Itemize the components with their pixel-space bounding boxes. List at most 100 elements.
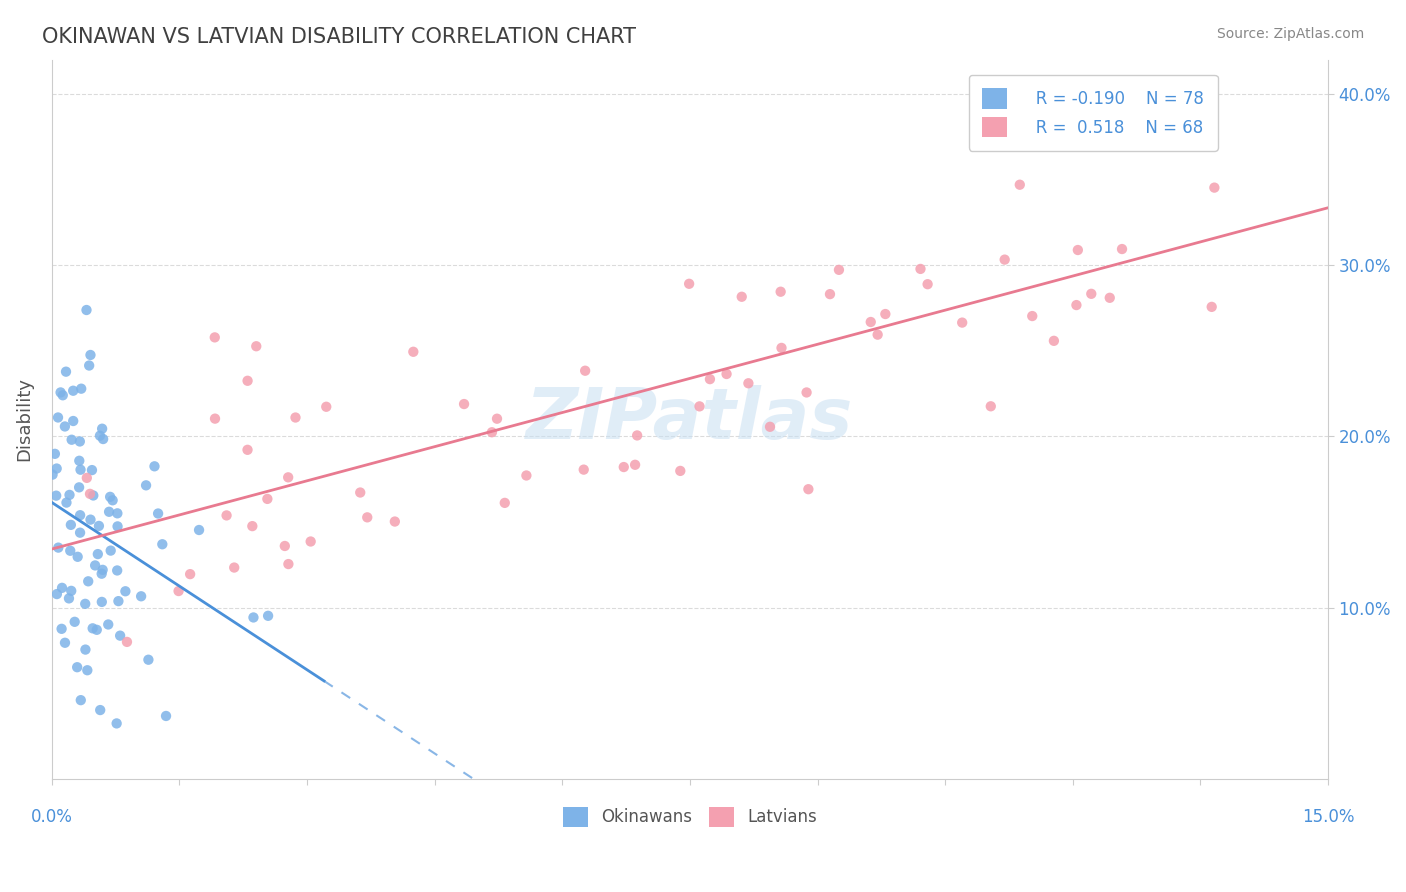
Point (349, 485, 371, 500)
Point (797, 482, 820, 496)
Point (70, 382, 93, 396)
Point (53, 419, 76, 434)
Point (59, 543, 82, 558)
Point (98, 490, 121, 504)
Point (63, 615, 86, 629)
Point (769, 285, 792, 299)
Point (53, 636, 76, 650)
Point (105, 564, 128, 578)
Point (52, 388, 75, 402)
Point (143, 459, 166, 474)
Point (1098, 291, 1121, 305)
Point (910, 261, 932, 276)
Point (875, 307, 897, 321)
Point (1204, 180, 1226, 194)
Point (107, 519, 129, 533)
Point (866, 327, 889, 342)
Text: OKINAWAN VS LATVIAN DISABILITY CORRELATION CHART: OKINAWAN VS LATVIAN DISABILITY CORRELATI… (42, 27, 636, 46)
Point (55, 495, 77, 509)
Point (485, 411, 508, 425)
Point (107, 594, 129, 608)
Point (240, 519, 263, 533)
Point (277, 557, 299, 571)
Point (994, 252, 1017, 267)
Point (236, 442, 259, 457)
Point (66, 549, 89, 564)
Point (204, 411, 226, 425)
Point (1192, 138, 1215, 153)
Text: Source: ZipAtlas.com: Source: ZipAtlas.com (1216, 27, 1364, 41)
Point (76, 303, 98, 318)
Point (515, 468, 537, 483)
Point (274, 539, 297, 553)
Point (716, 367, 738, 381)
Point (167, 584, 190, 599)
Point (49, 385, 72, 400)
Text: 0.0%: 0.0% (31, 807, 73, 826)
Point (115, 635, 138, 649)
Point (45, 587, 67, 601)
Point (77, 359, 100, 373)
Point (1080, 286, 1102, 301)
Point (356, 510, 378, 524)
Point (277, 470, 299, 484)
Point (75, 642, 97, 657)
Point (66, 660, 89, 674)
Y-axis label: Disability: Disability (15, 377, 32, 461)
Point (384, 515, 406, 529)
Point (624, 458, 647, 472)
Point (51, 622, 73, 636)
Point (678, 277, 700, 291)
Point (97, 617, 120, 632)
Point (58, 591, 80, 606)
Point (699, 372, 721, 386)
Point (69, 525, 91, 540)
Point (76, 471, 98, 485)
Point (87, 519, 110, 533)
Point (950, 316, 973, 330)
Point (256, 491, 278, 506)
Point (1201, 300, 1223, 314)
Point (114, 584, 136, 599)
Point (89, 428, 111, 442)
Point (46, 410, 69, 425)
Text: ZIPatlas: ZIPatlas (526, 384, 853, 454)
Point (146, 507, 169, 521)
Point (1164, 138, 1187, 153)
Point (1008, 178, 1031, 192)
Point (79, 513, 101, 527)
Point (105, 716, 128, 731)
Point (75, 597, 97, 611)
Point (44, 447, 66, 461)
Point (731, 290, 754, 304)
Point (69, 434, 91, 449)
Point (626, 428, 648, 442)
Point (60, 583, 83, 598)
Point (79, 348, 101, 362)
Point (572, 462, 595, 476)
Point (67, 454, 90, 468)
Point (89, 703, 111, 717)
Text: 15.0%: 15.0% (1302, 807, 1354, 826)
Point (86, 623, 108, 637)
Point (84, 558, 107, 573)
Point (299, 534, 322, 549)
Point (245, 339, 267, 353)
Point (77, 574, 100, 589)
Point (69, 693, 91, 707)
Point (284, 410, 307, 425)
Point (91, 563, 114, 577)
Point (481, 425, 503, 440)
Point (82, 488, 104, 502)
Point (859, 315, 882, 329)
Point (108, 629, 131, 643)
Point (105, 506, 128, 520)
Point (818, 287, 841, 301)
Point (1066, 298, 1088, 312)
Point (215, 508, 238, 523)
Point (87, 547, 110, 561)
Point (796, 385, 818, 400)
Point (69, 463, 91, 477)
Point (80, 463, 103, 477)
Point (91, 432, 114, 446)
